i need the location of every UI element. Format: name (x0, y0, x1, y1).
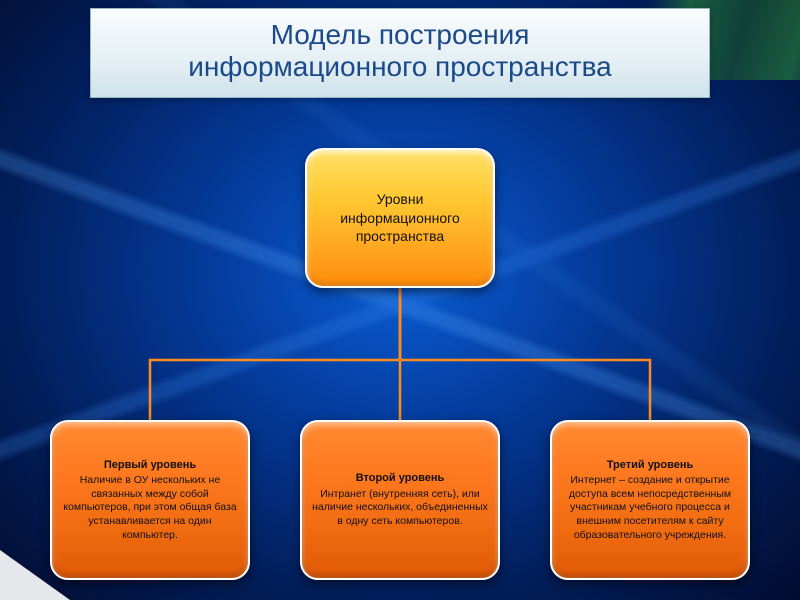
child-2-title: Второй уровень (356, 471, 445, 485)
slide-title: Модель построения информационного простр… (90, 8, 710, 98)
child-1-body: Наличие в ОУ нескольких не связанных меж… (62, 474, 238, 542)
title-line-2: информационного пространства (111, 51, 689, 83)
child-node-2: Второй уровень Интранет (внутренняя сеть… (300, 420, 500, 580)
child-node-1: Первый уровень Наличие в ОУ нескольких н… (50, 420, 250, 580)
child-3-title: Третий уровень (607, 458, 694, 472)
title-line-1: Модель построения (111, 19, 689, 51)
corner-decoration (0, 550, 70, 600)
root-node: Уровни информационного пространства (305, 148, 495, 288)
child-3-body: Интернет – создание и открытие доступа в… (562, 474, 738, 542)
child-2-body: Интранет (внутренняя сеть), или наличие … (312, 488, 488, 529)
root-node-text: Уровни информационного пространства (317, 190, 483, 247)
child-node-3: Третий уровень Интернет – создание и отк… (550, 420, 750, 580)
child-1-title: Первый уровень (104, 458, 196, 472)
